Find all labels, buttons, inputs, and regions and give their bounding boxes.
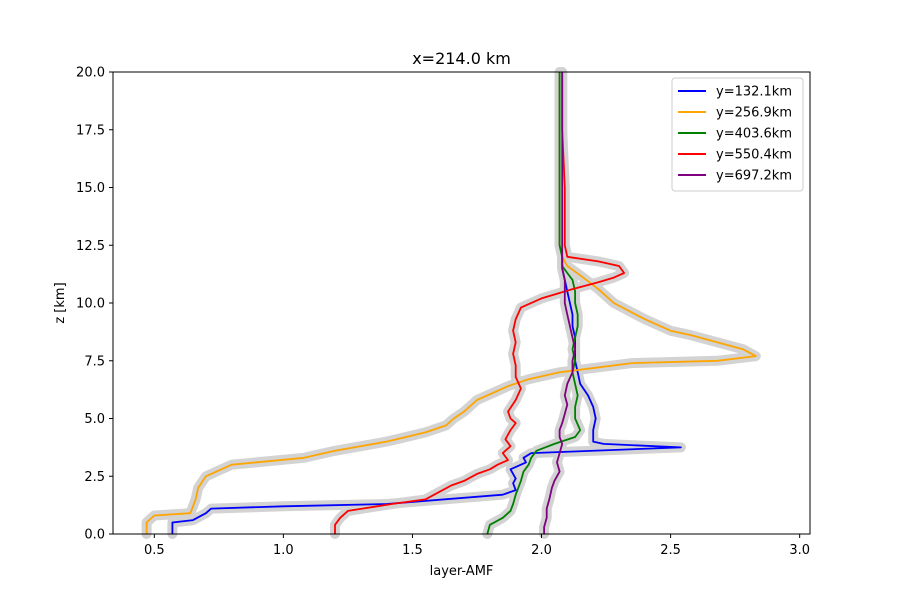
y-axis-label: z [km] — [53, 282, 68, 323]
y-tick-label: 5.0 — [84, 412, 105, 427]
series-line — [334, 72, 625, 534]
x-tick-label: 1.5 — [402, 543, 423, 558]
y-tick-label: 0.0 — [84, 528, 105, 543]
y-tick-label: 7.5 — [84, 354, 105, 369]
y-axis-ticks: 0.0 2.5 5.0 7.5 10.0 12.5 15.0 17.5 20.0 — [76, 66, 113, 543]
series-lines — [145, 72, 757, 535]
y-tick-label: 20.0 — [76, 66, 105, 81]
y-tick-label: 17.5 — [76, 123, 105, 138]
legend: y=132.1km y=256.9km y=403.6km y=550.4km y=69… — [671, 77, 804, 192]
x-tick-label: 2.0 — [531, 543, 552, 558]
legend-label: y=550.4km — [716, 148, 792, 163]
x-axis-label: layer-AMF — [430, 564, 494, 579]
legend-label: y=132.1km — [716, 85, 792, 100]
legend-box — [671, 77, 804, 192]
y-tick-label: 2.5 — [84, 470, 105, 485]
x-tick-label: 0.5 — [144, 543, 165, 558]
y-tick-label: 12.5 — [76, 239, 105, 254]
x-tick-label: 2.5 — [660, 543, 681, 558]
series-line — [486, 72, 582, 535]
chart-title: x=214.0 km — [412, 49, 511, 68]
series-line — [543, 72, 576, 534]
legend-label: y=403.6km — [716, 127, 792, 142]
y-tick-label: 10.0 — [76, 297, 105, 312]
legend-label: y=256.9km — [716, 106, 792, 121]
x-tick-label: 3.0 — [789, 543, 810, 558]
legend-label: y=697.2km — [716, 169, 792, 184]
y-tick-label: 15.0 — [76, 181, 105, 196]
series-line — [145, 72, 757, 534]
x-axis-ticks: 0.5 1.0 1.5 2.0 2.5 3.0 — [144, 534, 810, 558]
x-tick-label: 1.0 — [273, 543, 294, 558]
